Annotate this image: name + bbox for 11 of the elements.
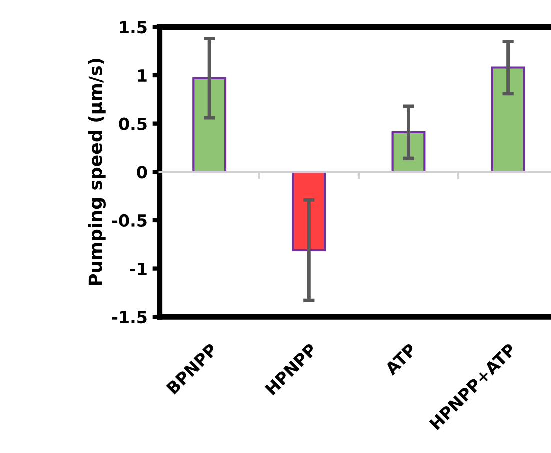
y-tick-label: -0.5 bbox=[112, 214, 147, 228]
y-tick-label: 0 bbox=[137, 166, 148, 179]
y-tick-label: -1.5 bbox=[112, 311, 147, 324]
bar bbox=[292, 171, 326, 252]
y-tick-label: 1.5 bbox=[120, 21, 147, 34]
bar bbox=[192, 77, 227, 174]
y-tick-label: 1 bbox=[138, 70, 147, 82]
bar bbox=[491, 66, 526, 174]
y-tick-label: 0.5 bbox=[119, 118, 147, 130]
y-tick-label: -1 bbox=[130, 262, 147, 276]
y-axis-title: Pumping speed (µm/s) bbox=[88, 58, 106, 286]
